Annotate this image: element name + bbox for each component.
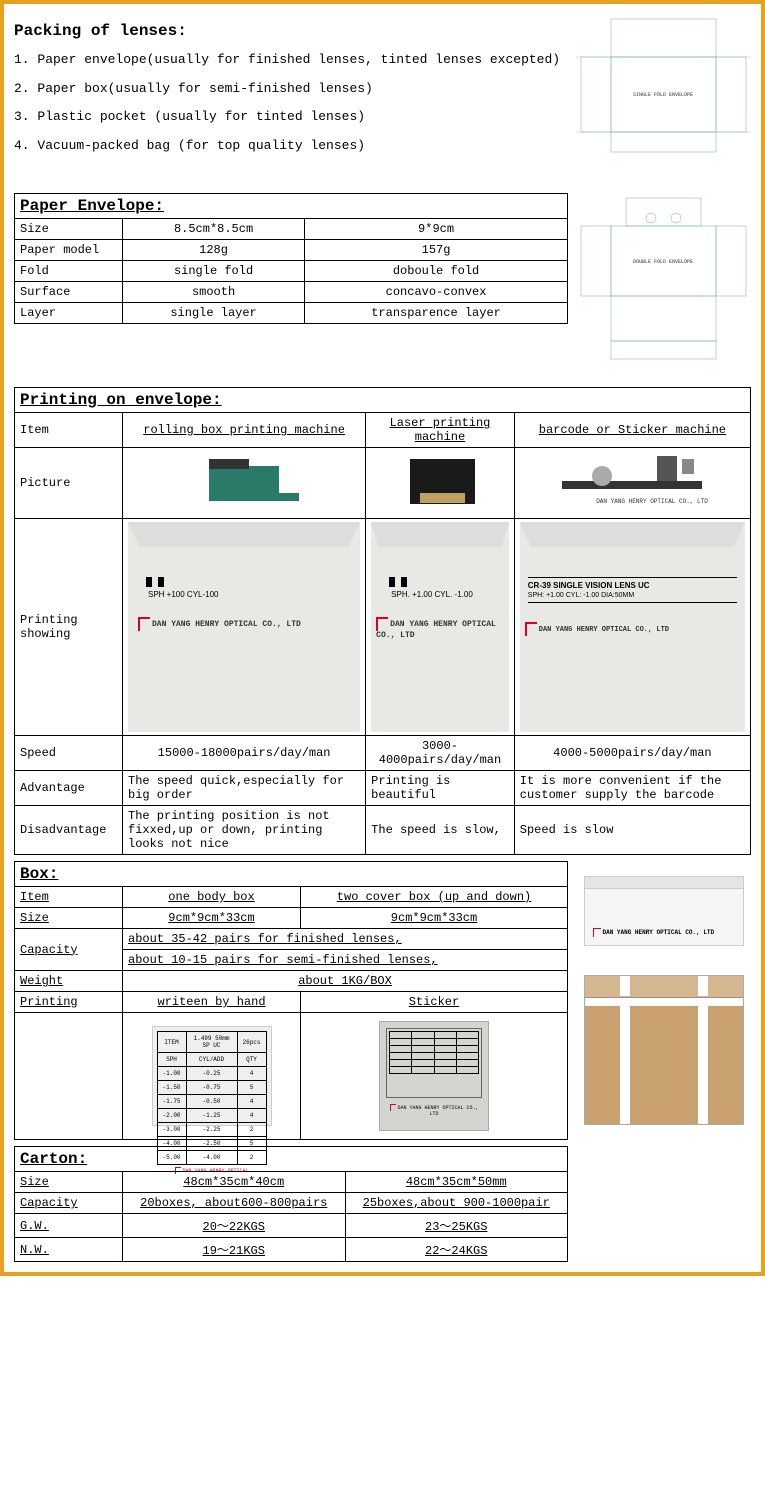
- carton-photo: [584, 975, 744, 1125]
- machine-picture: [123, 448, 366, 519]
- row-label: Size: [15, 1172, 123, 1193]
- cell: Speed is slow: [514, 806, 750, 855]
- item-label: Item: [15, 413, 123, 448]
- box-section: Box: Item one body box two cover box (up…: [14, 861, 751, 1140]
- envelope-sample: CR-39 SINGLE VISION LENS UC SPH: +1.00 C…: [514, 519, 750, 736]
- cell: 128g: [123, 240, 305, 261]
- box-table: Box: Item one body box two cover box (up…: [14, 861, 568, 1140]
- row-label: G.W.: [15, 1214, 123, 1238]
- carton-title: Carton:: [15, 1147, 568, 1172]
- intro-item: 3. Plastic pocket (usually for tinted le…: [14, 103, 566, 132]
- cell: two cover box (up and down): [301, 887, 568, 908]
- paper-envelope-table: Paper Envelope: Size8.5cm*8.5cm9*9cm Pap…: [14, 193, 568, 324]
- cell: 15000-18000pairs/day/man: [123, 736, 366, 771]
- cell: 9*9cm: [305, 219, 568, 240]
- cell: 20～22KGS: [123, 1214, 346, 1238]
- cell: 9cm*9cm*33cm: [123, 908, 301, 929]
- cell: 48cm*35cm*40cm: [123, 1172, 346, 1193]
- intro-item: 1. Paper envelope(usually for finished l…: [14, 46, 566, 75]
- page-container: Packing of lenses: 1. Paper envelope(usu…: [0, 0, 765, 1276]
- cell: single fold: [123, 261, 305, 282]
- printing-title: Printing on envelope:: [15, 388, 751, 413]
- envelope-sample: SPH +100 CYL-100 DAN YANG HENRY OPTICAL …: [123, 519, 366, 736]
- cell: one body box: [123, 887, 301, 908]
- cell: 20boxes, about600-800pairs: [123, 1193, 346, 1214]
- cell: 25boxes,about 900-1000pair: [345, 1193, 568, 1214]
- picture-label: Picture: [15, 448, 123, 519]
- intro-section: Packing of lenses: 1. Paper envelope(usu…: [14, 14, 751, 187]
- row-label: Printing: [15, 992, 123, 1013]
- cell: concavo-convex: [305, 282, 568, 303]
- cell: 9cm*9cm*33cm: [301, 908, 568, 929]
- paper-envelope-section: Paper Envelope: Size8.5cm*8.5cm9*9cm Pap…: [14, 193, 751, 381]
- cell: about 1KG/BOX: [123, 971, 568, 992]
- row-label: Size: [15, 908, 123, 929]
- cell: It is more convenient if the customer su…: [514, 771, 750, 806]
- cell: doboule fold: [305, 261, 568, 282]
- box-title: Box:: [15, 862, 568, 887]
- double-fold-diagram: DOUBLE FOLD ENVELOPE: [576, 193, 751, 368]
- intro-item: 4. Vacuum-packed bag (for top quality le…: [14, 132, 566, 161]
- row-label: Paper model: [15, 240, 123, 261]
- showing-label: Printing showing: [15, 519, 123, 736]
- svg-text:SINGLE FOLD ENVELOPE: SINGLE FOLD ENVELOPE: [633, 92, 693, 98]
- envelope-sample: SPH. +1.00 CYL. -1.00 DAN YANG HENRY OPT…: [366, 519, 515, 736]
- row-label: Capacity: [15, 1193, 123, 1214]
- row-label: Item: [15, 887, 123, 908]
- row-label: Weight: [15, 971, 123, 992]
- carton-table: Carton: Size 48cm*35cm*40cm 48cm*35cm*50…: [14, 1146, 568, 1262]
- intro-list: 1. Paper envelope(usually for finished l…: [14, 46, 566, 160]
- machine-picture: [366, 448, 515, 519]
- cell: Sticker: [301, 992, 568, 1013]
- col-header: Laser printing machine: [366, 413, 515, 448]
- col-header: rolling box printing machine: [123, 413, 366, 448]
- disadv-label: Disadvantage: [15, 806, 123, 855]
- machine-picture: DAN YANG HENRY OPTICAL CO., LTD: [514, 448, 750, 519]
- cell: smooth: [123, 282, 305, 303]
- cell: Printing is beautiful: [366, 771, 515, 806]
- cell: 22～24KGS: [345, 1238, 568, 1262]
- cell: 4000-5000pairs/day/man: [514, 736, 750, 771]
- cell: 19～21KGS: [123, 1238, 346, 1262]
- cell: 3000-4000pairs/day/man: [366, 736, 515, 771]
- row-label: N.W.: [15, 1238, 123, 1262]
- cell: about 35-42 pairs for finished lenses,: [123, 929, 568, 950]
- paper-envelope-title: Paper Envelope:: [15, 194, 568, 219]
- row-label: Size: [15, 219, 123, 240]
- cell: transparence layer: [305, 303, 568, 324]
- row-label: Fold: [15, 261, 123, 282]
- cell: The speed is slow,: [366, 806, 515, 855]
- intro-title: Packing of lenses:: [14, 22, 566, 40]
- cell: 157g: [305, 240, 568, 261]
- row-label: Capacity: [15, 929, 123, 971]
- cell: about 10-15 pairs for semi-finished lens…: [123, 950, 568, 971]
- adv-label: Advantage: [15, 771, 123, 806]
- row-label: Layer: [15, 303, 123, 324]
- cell: single layer: [123, 303, 305, 324]
- row-label: Surface: [15, 282, 123, 303]
- svg-text:DAN YANG HENRY OPTICAL CO., LT: DAN YANG HENRY OPTICAL CO., LTD: [597, 498, 709, 505]
- intro-item: 2. Paper box(usually for semi-finished l…: [14, 75, 566, 104]
- cell: 23～25KGS: [345, 1214, 568, 1238]
- cell: The speed quick,especially for big order: [123, 771, 366, 806]
- sticker-label-pic: DAN YANG HENRY OPTICAL CO., LTD: [301, 1013, 568, 1140]
- carton-section: Carton: Size 48cm*35cm*40cm 48cm*35cm*50…: [14, 1146, 751, 1262]
- svg-text:DOUBLE FOLD ENVELOPE: DOUBLE FOLD ENVELOPE: [633, 259, 693, 265]
- single-fold-diagram: SINGLE FOLD ENVELOPE: [576, 14, 751, 174]
- printing-table: Printing on envelope: Item rolling box p…: [14, 387, 751, 855]
- hand-label-pic: ITEM1.499 50mm SP UC26pcsSPHCYL/ADDQTY-1…: [123, 1013, 301, 1140]
- cell: The printing position is not fixxed,up o…: [123, 806, 366, 855]
- cell: 8.5cm*8.5cm: [123, 219, 305, 240]
- speed-label: Speed: [15, 736, 123, 771]
- box-photo: DAN YANG HENRY OPTICAL CO., LTD: [584, 876, 744, 946]
- cell: 48cm*35cm*50mm: [345, 1172, 568, 1193]
- col-header: barcode or Sticker machine: [514, 413, 750, 448]
- cell: writeen by hand: [123, 992, 301, 1013]
